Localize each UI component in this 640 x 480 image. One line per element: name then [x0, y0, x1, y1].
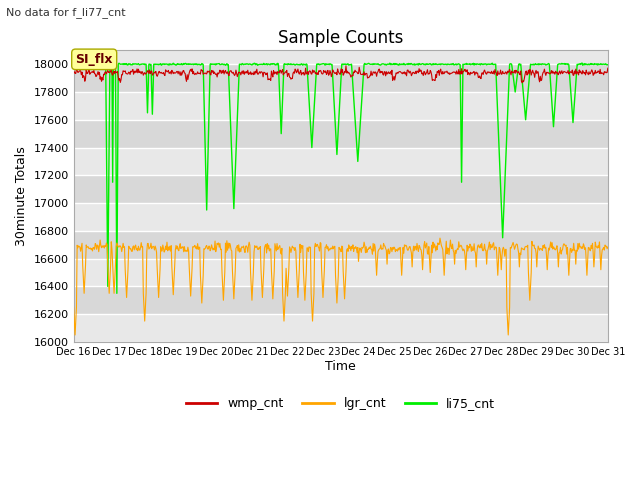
Bar [74, 259, 608, 287]
Title: Sample Counts: Sample Counts [278, 29, 403, 48]
Bar [74, 314, 608, 342]
Y-axis label: 30minute Totals: 30minute Totals [15, 146, 28, 246]
Bar [74, 64, 608, 92]
Bar [74, 231, 608, 259]
X-axis label: Time: Time [325, 360, 356, 372]
Bar [74, 120, 608, 147]
Legend: wmp_cnt, lgr_cnt, li75_cnt: wmp_cnt, lgr_cnt, li75_cnt [181, 392, 500, 415]
Text: No data for f_li77_cnt: No data for f_li77_cnt [6, 7, 126, 18]
Bar [74, 175, 608, 203]
Bar [74, 287, 608, 314]
Bar [74, 203, 608, 231]
Text: SI_flx: SI_flx [76, 53, 113, 66]
Bar [74, 92, 608, 120]
Bar [74, 147, 608, 175]
